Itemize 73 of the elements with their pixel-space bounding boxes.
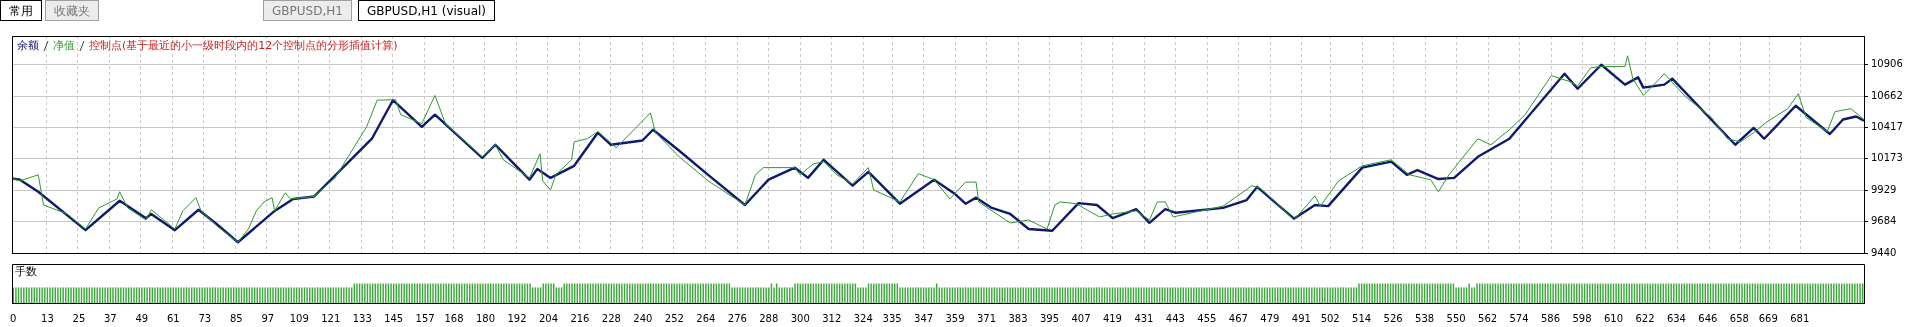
x-tick-label: 538 xyxy=(1415,312,1435,324)
x-tick-label: 312 xyxy=(822,312,842,324)
x-tick-label: 502 xyxy=(1320,312,1340,324)
x-tick-label: 13 xyxy=(41,312,54,324)
x-tick-label: 264 xyxy=(696,312,716,324)
text: GBPUSD,H1 xyxy=(263,0,352,21)
x-tick-label: 574 xyxy=(1509,312,1529,324)
x-tick-label: 216 xyxy=(570,312,590,324)
x-tick-label: 192 xyxy=(507,312,527,324)
x-tick-label: 371 xyxy=(976,312,997,324)
x-tick-label: 586 xyxy=(1540,312,1561,324)
y-tick-label: 10417 xyxy=(1871,121,1903,133)
x-tick-label: 288 xyxy=(759,312,779,324)
x-tick-label: 73 xyxy=(198,312,212,324)
text: 常用 xyxy=(0,0,42,21)
y-tick-label: 9684 xyxy=(1871,215,1897,227)
text: 净值 xyxy=(53,38,75,52)
x-tick-label: 121 xyxy=(321,312,341,324)
x-tick-label: 335 xyxy=(882,312,902,324)
x-tick-label: 550 xyxy=(1446,312,1466,324)
x-tick-label: 681 xyxy=(1790,312,1810,324)
y-tick-label: 10173 xyxy=(1871,152,1903,164)
text: GBPUSD,H1 (visual) xyxy=(358,0,496,21)
x-tick-label: 49 xyxy=(135,312,149,324)
y-tick-label: 10906 xyxy=(1871,58,1903,70)
x-tick-label: 109 xyxy=(289,312,309,324)
x-tick-label: 562 xyxy=(1478,312,1498,324)
x-tick-label: 168 xyxy=(444,312,464,324)
x-tick-label: 240 xyxy=(633,312,653,324)
x-tick-label: 0 xyxy=(10,312,17,324)
x-tick-label: 145 xyxy=(384,312,404,324)
chart-title: 手数 xyxy=(15,265,37,279)
y-tick-label: 9929 xyxy=(1871,183,1897,195)
x-tick-label: 252 xyxy=(664,312,684,324)
x-tick-label: 443 xyxy=(1165,312,1185,324)
annotation: 控制点(基于最近的小一级时段内的12个控制点的分形插值计算) xyxy=(89,38,398,52)
x-tick-label: 658 xyxy=(1729,312,1749,324)
text: 余额 xyxy=(17,38,39,52)
x-tick-label: 407 xyxy=(1071,312,1091,324)
x-tick-label: 514 xyxy=(1352,312,1372,324)
x-tick-label: 610 xyxy=(1603,312,1624,324)
x-tick-label: 383 xyxy=(1008,312,1028,324)
x-tick-label: 431 xyxy=(1134,312,1154,324)
x-tick-label: 455 xyxy=(1197,312,1217,324)
x-tick-label: 395 xyxy=(1039,312,1060,324)
x-tick-label: 300 xyxy=(790,312,810,324)
x-tick-label: 646 xyxy=(1698,312,1718,324)
x-tick-label: 491 xyxy=(1291,312,1311,324)
x-tick-label: 228 xyxy=(601,312,621,324)
x-tick-label: 324 xyxy=(853,312,873,324)
x-tick-label: 347 xyxy=(914,312,934,324)
x-tick-label: 479 xyxy=(1260,312,1280,324)
x-tick-label: 133 xyxy=(352,312,372,324)
x-tick-label: 37 xyxy=(104,312,117,324)
x-tick-label: 61 xyxy=(166,312,180,324)
y-tick-label: 10662 xyxy=(1871,89,1903,101)
x-tick-label: 97 xyxy=(261,312,275,324)
x-tick-label: 634 xyxy=(1666,312,1686,324)
x-tick-label: 25 xyxy=(72,312,86,324)
x-tick-label: 85 xyxy=(229,312,243,324)
x-tick-label: 359 xyxy=(945,312,965,324)
y-tick-label: 9440 xyxy=(1871,246,1897,258)
x-tick-label: 180 xyxy=(475,312,496,324)
x-tick-label: 204 xyxy=(538,312,558,324)
x-tick-label: 598 xyxy=(1572,312,1592,324)
text: 收藏夹 xyxy=(45,0,99,21)
x-tick-label: 157 xyxy=(415,312,435,324)
x-tick-label: 276 xyxy=(727,312,747,324)
x-tick-label: 419 xyxy=(1102,312,1122,324)
x-tick-label: 526 xyxy=(1383,312,1403,324)
x-tick-label: 622 xyxy=(1635,312,1655,324)
x-tick-label: 669 xyxy=(1758,312,1778,324)
x-tick-label: 467 xyxy=(1228,312,1248,324)
